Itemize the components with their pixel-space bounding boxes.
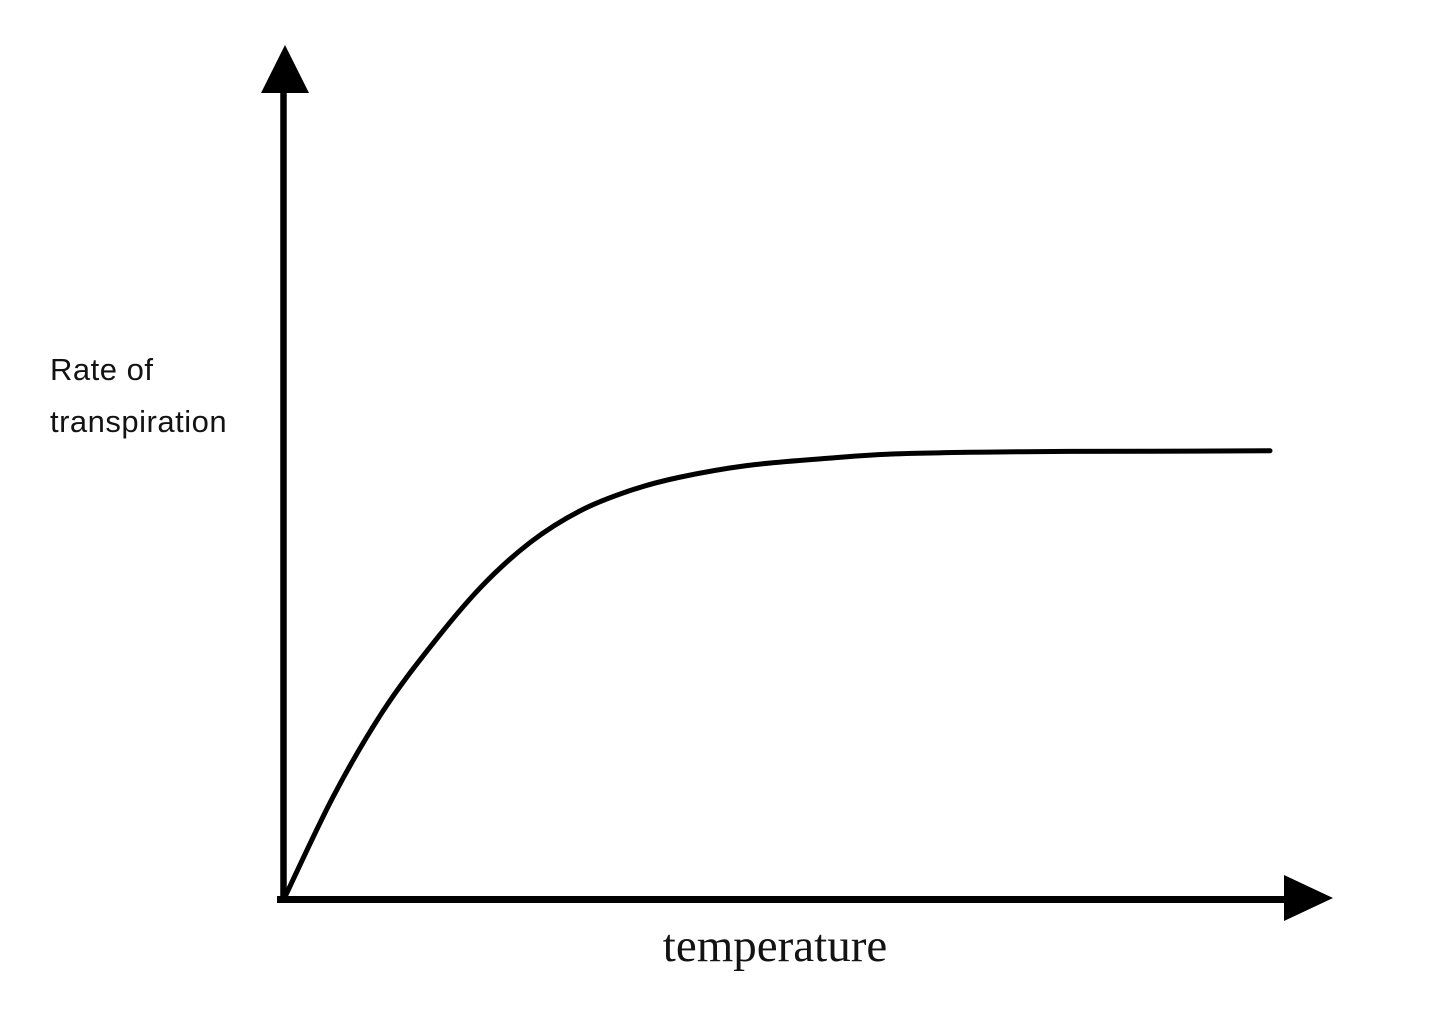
x-axis-arrowhead (1284, 875, 1333, 921)
transpiration-rate-curve (281, 448, 1273, 902)
y-axis-label-line1: Rate of (50, 352, 154, 387)
x-axis-label: temperature (662, 920, 888, 972)
y-axis-label-line2: transpiration (50, 404, 228, 439)
y-axis-arrowhead (261, 45, 309, 93)
y-axis-label: Rate of transpiration (50, 344, 227, 448)
